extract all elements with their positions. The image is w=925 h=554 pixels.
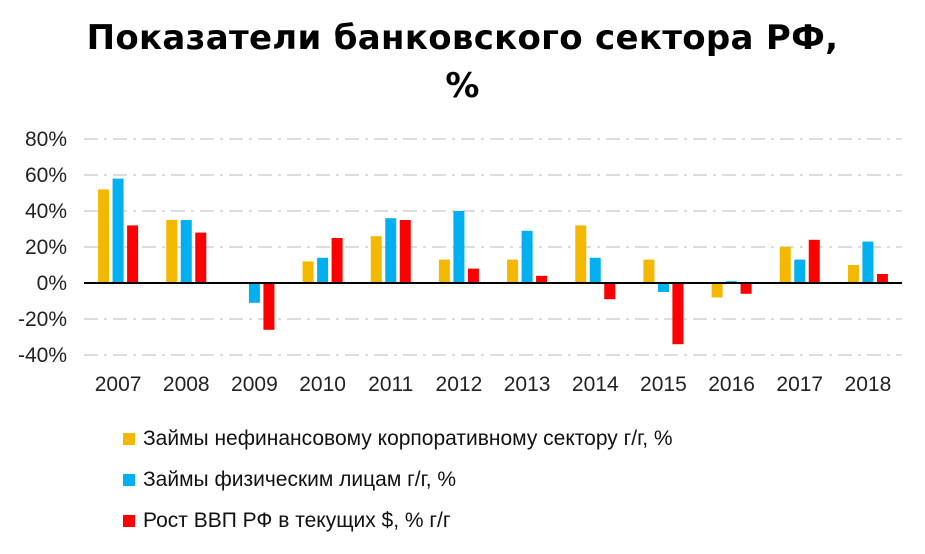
bar-retail-loans-2011: [385, 218, 397, 283]
bar-corporate-loans-2011: [370, 236, 382, 283]
x-tick-label-2009: 2009: [231, 373, 278, 396]
bar-gdp-growth-2018: [876, 274, 888, 283]
bar-retail-loans-2010: [317, 257, 329, 283]
bar-retail-loans-2013: [521, 230, 533, 283]
x-tick-label-2014: 2014: [572, 373, 619, 396]
legend-label-retail-loans: Займы физическим лицам г/г, %: [143, 467, 457, 491]
y-tick-label-60-: 60%: [25, 164, 67, 187]
bar-corporate-loans-2008: [166, 220, 178, 283]
bar-retail-loans-2009: [248, 283, 260, 303]
x-tick-label-2011: 2011: [368, 373, 413, 396]
legend-item-retail-loans: Займы физическим лицам г/г, %: [123, 459, 673, 500]
legend-swatch-retail-loans: [123, 473, 135, 486]
legend: Займы нефинансовому корпоративному секто…: [123, 418, 673, 541]
x-tick-label-2007: 2007: [95, 373, 142, 396]
y-tick-label-0-: 0%: [37, 272, 67, 295]
bar-gdp-growth-2015: [672, 283, 684, 345]
y-tick-label-40-: 40%: [25, 200, 67, 223]
bar-retail-loans-2007: [112, 178, 124, 283]
bar-corporate-loans-2007: [98, 189, 110, 283]
x-tick-label-2017: 2017: [776, 373, 823, 396]
bar-retail-loans-2014: [589, 257, 601, 283]
chart-title-line-2: %: [445, 66, 480, 106]
x-tick-label-2008: 2008: [163, 373, 210, 396]
bar-retail-loans-2012: [453, 211, 465, 283]
legend-item-corporate-loans: Займы нефинансовому корпоративному секто…: [123, 418, 673, 459]
y-tick-label--40-: -40%: [18, 344, 67, 367]
bar-retail-loans-2018: [862, 241, 874, 283]
bar-corporate-loans-2017: [779, 247, 791, 283]
bar-corporate-loans-2014: [575, 225, 587, 283]
bar-gdp-growth-2012: [467, 268, 479, 283]
bar-gdp-growth-2013: [536, 275, 548, 283]
bar-retail-loans-2015: [657, 283, 669, 292]
bar-corporate-loans-2015: [643, 259, 655, 283]
bar-gdp-growth-2007: [127, 225, 139, 283]
x-tick-label-2018: 2018: [845, 373, 892, 396]
x-tick-label-2016: 2016: [708, 373, 755, 396]
x-tick-label-2015: 2015: [640, 373, 687, 396]
y-tick-label-20-: 20%: [25, 236, 67, 259]
bar-corporate-loans-2016: [711, 283, 723, 298]
bar-gdp-growth-2010: [331, 238, 343, 283]
chart-title-line-1: Показатели банковского сектора РФ,: [86, 18, 839, 58]
y-tick-label-80-: 80%: [25, 128, 67, 151]
bar-gdp-growth-2011: [399, 220, 411, 283]
bar-corporate-loans-2012: [438, 259, 450, 283]
legend-label-corporate-loans: Займы нефинансовому корпоративному секто…: [143, 426, 673, 450]
legend-swatch-gdp-growth: [123, 514, 135, 527]
bar-retail-loans-2017: [794, 259, 806, 283]
bar-corporate-loans-2013: [507, 259, 519, 283]
legend-label-gdp-growth: Рост ВВП РФ в текущих $, % г/г: [143, 508, 451, 532]
bar-gdp-growth-2008: [195, 232, 207, 283]
bar-retail-loans-2008: [180, 220, 192, 283]
legend-swatch-corporate-loans: [123, 432, 135, 445]
bar-gdp-growth-2009: [263, 283, 275, 330]
x-tick-label-2013: 2013: [504, 373, 551, 396]
bar-gdp-growth-2017: [808, 239, 820, 283]
y-tick-label--20-: -20%: [18, 308, 67, 331]
x-tick-label-2012: 2012: [436, 373, 483, 396]
legend-item-gdp-growth: Рост ВВП РФ в текущих $, % г/г: [123, 500, 673, 541]
bar-gdp-growth-2016: [740, 283, 752, 294]
bar-corporate-loans-2018: [847, 265, 859, 283]
x-tick-label-2010: 2010: [299, 373, 346, 396]
bar-gdp-growth-2014: [604, 283, 616, 300]
bar-corporate-loans-2010: [302, 261, 314, 283]
